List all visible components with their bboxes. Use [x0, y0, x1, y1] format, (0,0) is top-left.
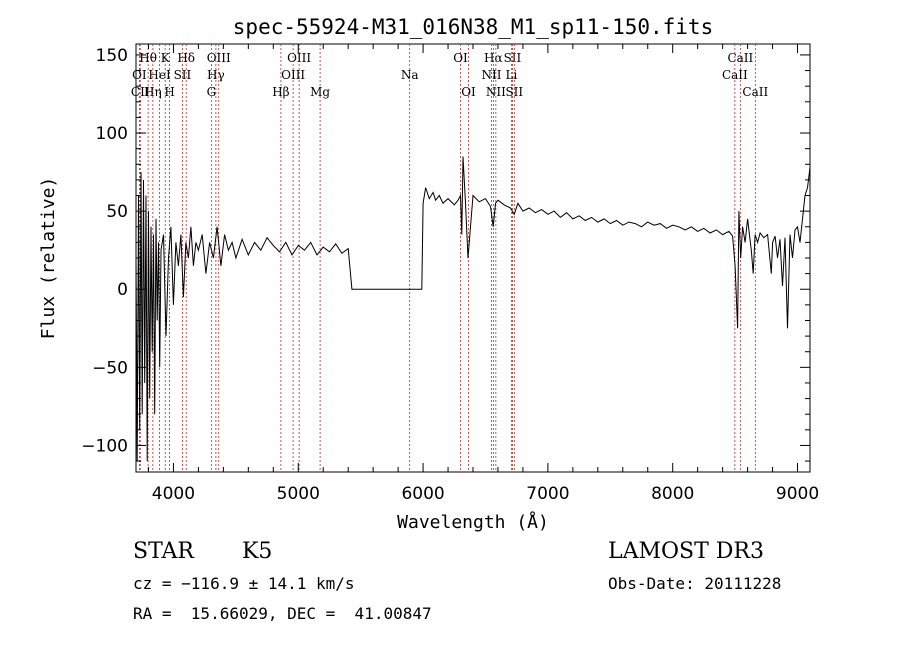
line-marker-label: NII [481, 68, 501, 82]
y-tick-label: 100 [96, 124, 128, 144]
x-tick-label: 9000 [776, 484, 819, 504]
x-tick-label: 5000 [277, 484, 320, 504]
survey-name: LAMOST DR3 [608, 539, 764, 564]
y-tick-label: 0 [117, 280, 128, 300]
obs-date: Obs-Date: 20111228 [608, 574, 782, 593]
y-tick-label: 50 [106, 202, 128, 222]
line-marker-label: Hβ [272, 85, 289, 99]
redshift-text: cz = −116.9 ± 14.1 km/s [133, 574, 355, 593]
line-marker-label: CaII [742, 85, 768, 99]
line-marker-label: CaII [727, 51, 753, 65]
line-marker-label: G [207, 85, 217, 99]
object-class: STAR [133, 539, 194, 564]
line-marker-label: Hθ [139, 51, 157, 65]
line-marker-label: CaII [722, 68, 748, 82]
y-tick-label: −100 [81, 436, 128, 456]
x-tick-label: 6000 [401, 484, 444, 504]
line-marker-label: Hη [144, 85, 162, 99]
line-marker-label: SII [174, 68, 192, 82]
y-tick-label: 150 [96, 46, 128, 66]
x-tick-label: 7000 [526, 484, 569, 504]
line-marker-label: OI [132, 68, 147, 82]
line-marker-label: OI [453, 51, 468, 65]
line-marker-label: NII [486, 85, 506, 99]
line-marker-label: OIII [287, 51, 311, 65]
line-marker-label: OIII [207, 51, 231, 65]
line-marker-label: Na [401, 68, 419, 82]
coordinates: RA = 15.66029, DEC = 41.00847 [133, 604, 432, 623]
line-marker-label: OI [461, 85, 476, 99]
line-marker-label: Hα [484, 51, 503, 65]
y-axis-label: Flux (relative) [38, 177, 59, 340]
line-marker-label: SII [504, 51, 522, 65]
line-marker-label: H [164, 85, 174, 99]
x-axis-label: Wavelength (Å) [397, 511, 549, 533]
line-marker-label: HeI [148, 68, 171, 82]
spectrum-line [135, 156, 811, 462]
subclass: K5 [242, 539, 273, 564]
line-marker-label: K [161, 51, 171, 65]
line-markers: Hθ OI CII K HeI Hη H Hδ SII OIII Hγ G OIII OIII Hβ Mg Na… [131, 44, 768, 472]
line-marker-label: Hγ [207, 68, 225, 82]
line-marker-label: CII [131, 85, 150, 99]
x-tick-label: 4000 [152, 484, 195, 504]
line-marker-label: Hδ [177, 51, 195, 65]
axis-ticks: 4000 5000 6000 7000 8000 9000 −100 −50 0 50 100 150 [81, 44, 819, 504]
line-marker-label: Li [506, 68, 518, 82]
line-marker-label: SII [505, 85, 523, 99]
plot-frame [135, 43, 811, 473]
line-marker-label: OIII [281, 68, 305, 82]
line-marker-label: Mg [310, 85, 330, 99]
y-tick-label: −50 [92, 358, 128, 378]
x-tick-label: 8000 [651, 484, 694, 504]
chart-title: spec-55924-M31_016N38_M1_sp11-150.fits [233, 15, 713, 39]
